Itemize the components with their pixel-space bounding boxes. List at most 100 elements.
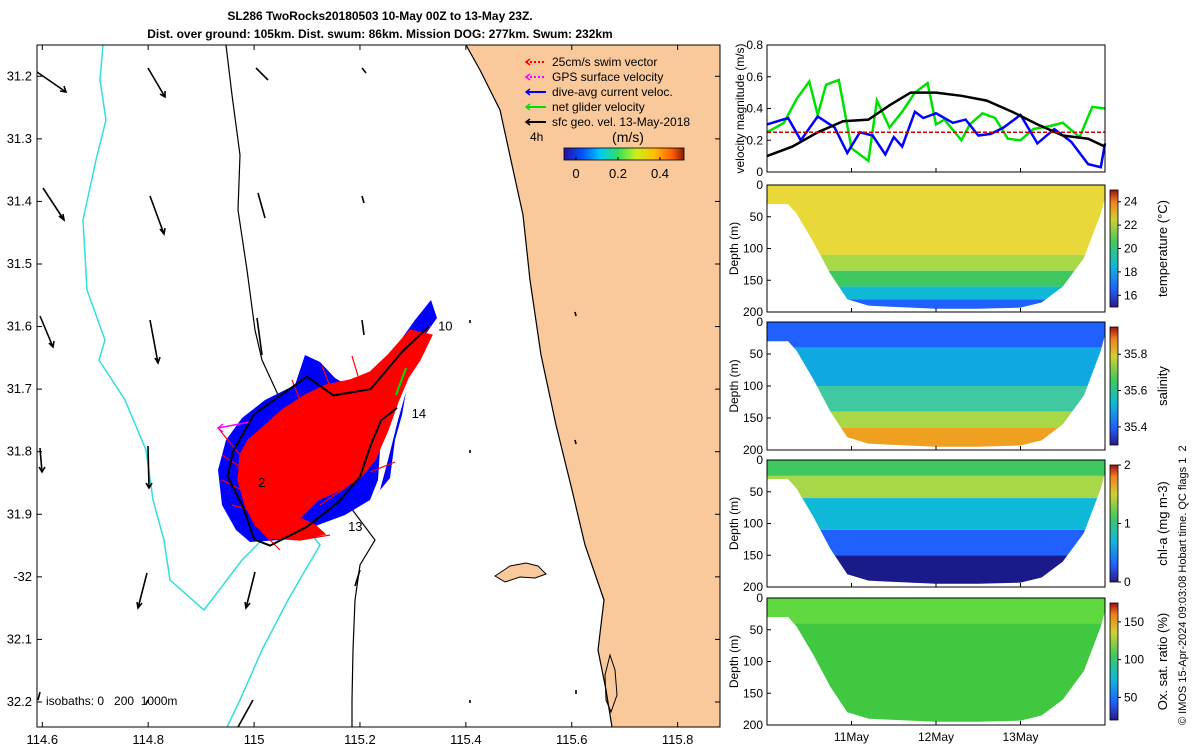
depth-tick-label: 200: [743, 718, 763, 732]
time-axis: 11May 12May 13May: [834, 168, 1039, 744]
colorbar-tick-label: 35.4: [1124, 420, 1148, 434]
map-y-tick-label: 31.3: [7, 131, 32, 146]
heatmap-band: [767, 254, 1105, 271]
heatmap-band: [767, 299, 1105, 309]
velocity-series-line: [766, 91, 1106, 158]
velocity-bg: [767, 45, 1105, 172]
colorbar-label: (m/s): [612, 129, 644, 145]
map-y-tick-label: 32.2: [7, 694, 32, 709]
track-label: 10: [438, 319, 452, 334]
legend-arrowhead: [524, 73, 531, 81]
legend-interval-label: 4h: [530, 130, 543, 144]
velocity-y-tick-label: 0.6: [746, 70, 763, 84]
heatmap-band: [767, 411, 1105, 428]
colorbar-tick-label: 0.4: [651, 166, 669, 181]
island-garden: [604, 653, 618, 714]
legend-label: 25cm/s swim vector: [552, 55, 657, 69]
heatmap-band: [767, 598, 1105, 624]
title-line2: Dist. over ground: 105km. Dist. swum: 86…: [147, 27, 612, 41]
depth-tick-label: 50: [750, 210, 764, 224]
track-label: 14: [412, 406, 426, 421]
map-panel: 10 14 2 13 114.6 114.8 115 115.2 115.4 115.6 115.…: [7, 44, 721, 747]
map-y-tick-label: 31.6: [7, 319, 32, 334]
time-tick-label: 11May: [834, 730, 869, 744]
map-y-tick-label: 31.8: [7, 444, 32, 459]
glider-track-line: [226, 325, 430, 547]
colorbar-tick-label: 50: [1124, 690, 1138, 704]
chla-panel: 0 50 100 150 200 Depth (m) 0 1 2 chl-a (mg m-3): [727, 453, 1170, 594]
depth-tick-label: 150: [743, 273, 763, 287]
depth-tick-label: 0: [756, 453, 763, 467]
depth-tick-label: 150: [743, 411, 763, 425]
velocity-ylabel: velocity magnitude (m/s): [733, 43, 747, 173]
depth-tick-label: 0: [756, 591, 763, 605]
colorbar-tick-label: 0: [572, 166, 579, 181]
colorbar-tick-label: 2: [1124, 458, 1131, 472]
colorbar-title: temperature (°C): [1155, 200, 1170, 297]
salinity-panel: 0 50 100 150 200 Depth (m) 35.4 35.6 35.8 salinit…: [727, 315, 1170, 457]
legend-label: dive-avg current veloc.: [552, 85, 673, 99]
depth-tick-label: 50: [750, 347, 764, 361]
depth-tick-label: 100: [743, 242, 763, 256]
heatmap-band: [767, 322, 1105, 348]
isobath-1000m: [82, 45, 321, 727]
heatmap-colorbar: [1109, 602, 1119, 721]
depth-ylabel: Depth (m): [727, 359, 741, 412]
colorbar-tick-label: 0: [1124, 575, 1131, 589]
heatmap-colorbar: [1109, 326, 1119, 446]
map-x-axis: 114.6 114.8 115 115.2 115.4 115.6 115.8: [27, 45, 693, 747]
net-glider-arrow: [395, 367, 407, 396]
heatmap-band: [767, 475, 1105, 499]
colorbar-tick-label: 20: [1124, 242, 1138, 256]
temperature-panel: 0 50 100 150 200 Depth (m) 16 18 20 22 24 temperatu…: [727, 178, 1170, 319]
colorbar-title: chl-a (mg m-3): [1155, 481, 1170, 566]
land-polygon: [466, 45, 720, 727]
legend-arrowhead: [524, 88, 531, 96]
legend-item: sfc geo. vel. 13-May-2018: [524, 115, 690, 129]
legend-arrowhead: [524, 103, 531, 111]
heatmap-band: [767, 185, 1105, 255]
map-y-tick-label: 31.4: [7, 193, 32, 208]
map-y-axis: 31.2 31.3 31.4 31.5 31.6 31.7 31.8 31.9 -32 32.1 3…: [7, 68, 720, 709]
depth-tick-label: 0: [756, 178, 763, 192]
legend-item: dive-avg current veloc.: [524, 85, 673, 99]
track-label: 13: [348, 519, 362, 534]
track-label: 2: [258, 475, 265, 490]
depth-ylabel: Depth (m): [727, 635, 741, 688]
depth-tick-label: 200: [743, 580, 763, 594]
colorbar-tick-label: 1: [1124, 517, 1131, 531]
legend-label: GPS surface velocity: [552, 70, 663, 84]
map-x-tick-label: 115.6: [556, 732, 588, 747]
colorbar-tick-label: 150: [1124, 615, 1144, 629]
depth-ylabel: Depth (m): [727, 497, 741, 550]
map-y-tick-label: 31.7: [7, 381, 32, 396]
colorbar-tick-label: 0.2: [609, 166, 627, 181]
velocity-y-tick-label: 0.4: [746, 102, 763, 116]
colorbar-tick-label: 35.6: [1124, 384, 1148, 398]
colorbar-tick-label: 18: [1124, 265, 1138, 279]
depth-tick-label: 0: [756, 315, 763, 329]
depth-tick-label: 150: [743, 548, 763, 562]
heatmap-colorbar: [1109, 189, 1119, 308]
depth-tick-label: 50: [750, 485, 764, 499]
map-y-tick-label: 31.2: [7, 68, 32, 83]
legend-item: GPS surface velocity: [524, 70, 663, 84]
map-y-tick-label: -32: [13, 569, 32, 584]
heatmap-band: [767, 270, 1105, 287]
isobath-0m-coast: [465, 45, 613, 727]
depth-tick-label: 50: [750, 623, 764, 637]
current-velocity-ribbon-2: [372, 392, 406, 500]
heatmap-band: [767, 498, 1105, 530]
map-y-tick-label: 32.1: [7, 631, 32, 646]
colorbar-tick-label: 100: [1124, 653, 1144, 667]
speed-colorbar-ticks: 0 0.2 0.4: [572, 157, 669, 181]
velocity-y-tick-label: 0: [756, 165, 763, 179]
depth-tick-label: 200: [743, 443, 763, 457]
legend-arrowhead: [524, 118, 531, 126]
depth-tick-label: 100: [743, 379, 763, 393]
map-x-tick-label: 114.8: [132, 732, 164, 747]
legend-label: net glider velocity: [552, 100, 645, 114]
isobaths-label: isobaths: 0 200 1000m: [46, 694, 177, 708]
